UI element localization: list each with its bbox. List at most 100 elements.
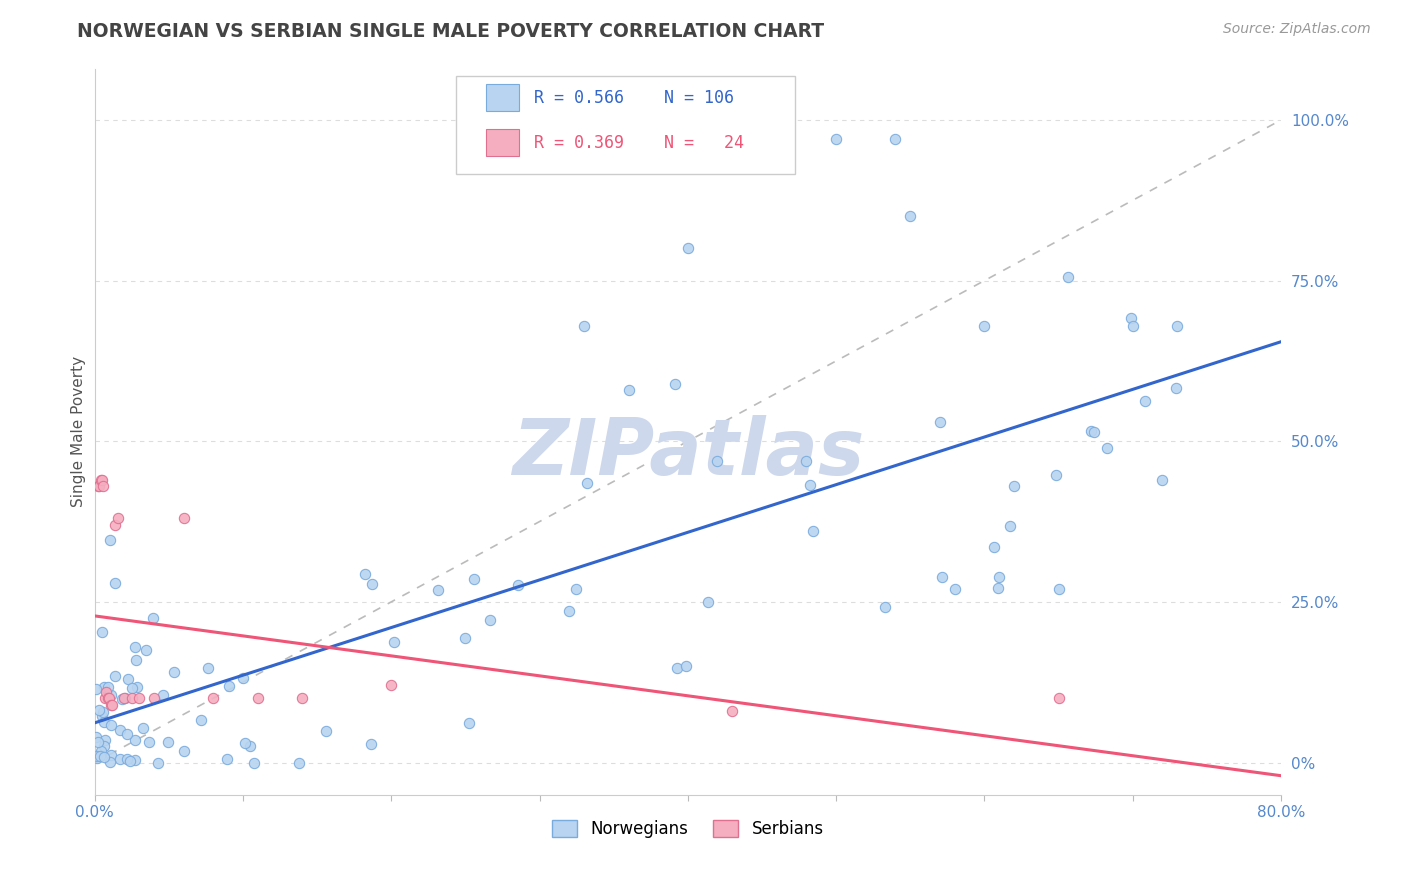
Point <box>875 600 897 615</box>
Point <box>197 661 219 675</box>
Point <box>94 732 117 747</box>
Point <box>943 582 966 596</box>
Point <box>801 524 824 538</box>
Point <box>572 318 595 333</box>
Point <box>983 540 1005 554</box>
Point <box>463 572 485 586</box>
Point <box>233 736 256 750</box>
Point <box>1095 442 1118 456</box>
Point <box>426 582 449 597</box>
Point <box>142 611 165 625</box>
Point <box>108 751 131 765</box>
Point <box>124 753 146 767</box>
Point <box>117 673 139 687</box>
Point <box>93 479 115 493</box>
Point <box>97 691 120 706</box>
Point <box>1166 381 1188 395</box>
Point <box>152 689 174 703</box>
Point <box>89 473 111 487</box>
Point <box>86 479 108 493</box>
Point <box>84 681 107 696</box>
Point <box>1080 424 1102 438</box>
Point <box>666 661 689 675</box>
Point <box>100 747 122 762</box>
Point <box>1047 582 1070 596</box>
FancyBboxPatch shape <box>486 129 519 156</box>
Point <box>111 692 134 706</box>
FancyBboxPatch shape <box>486 84 519 111</box>
Point <box>104 576 127 591</box>
Point <box>987 582 1010 596</box>
Point <box>202 691 225 706</box>
Point <box>232 671 254 685</box>
Point <box>697 595 720 609</box>
Point <box>121 681 143 695</box>
Point <box>190 713 212 727</box>
Point <box>115 727 138 741</box>
Point <box>91 706 114 720</box>
Point <box>998 518 1021 533</box>
Point <box>361 577 384 591</box>
Point <box>115 751 138 765</box>
Point <box>1119 310 1142 325</box>
Point <box>825 132 848 146</box>
Point <box>1152 473 1174 487</box>
Point <box>91 624 114 639</box>
Point <box>93 739 115 753</box>
Point <box>1045 467 1067 482</box>
Point <box>100 689 122 703</box>
Point <box>382 635 405 649</box>
Point <box>506 578 529 592</box>
Point <box>1122 318 1144 333</box>
Point <box>107 511 129 525</box>
Point <box>173 744 195 758</box>
Point <box>110 723 132 737</box>
Text: Source: ZipAtlas.com: Source: ZipAtlas.com <box>1223 22 1371 37</box>
Point <box>898 210 921 224</box>
Point <box>135 643 157 657</box>
Point <box>86 749 108 764</box>
Point <box>457 716 479 731</box>
Point <box>1083 425 1105 440</box>
Text: NORWEGIAN VS SERBIAN SINGLE MALE POVERTY CORRELATION CHART: NORWEGIAN VS SERBIAN SINGLE MALE POVERTY… <box>77 22 824 41</box>
Point <box>98 691 121 706</box>
Point <box>118 754 141 768</box>
Point <box>90 744 112 758</box>
Point <box>799 478 821 492</box>
Point <box>163 665 186 679</box>
Point <box>1166 318 1188 333</box>
Y-axis label: Single Male Poverty: Single Male Poverty <box>72 356 86 508</box>
Point <box>239 739 262 754</box>
Point <box>246 691 269 706</box>
Point <box>353 566 375 581</box>
Point <box>91 708 114 723</box>
Point <box>96 685 118 699</box>
Point <box>988 570 1011 584</box>
Point <box>142 691 165 706</box>
Point <box>173 511 195 525</box>
Point <box>380 678 402 692</box>
Point <box>664 377 686 392</box>
Text: ZIPatlas: ZIPatlas <box>512 416 863 491</box>
Point <box>125 680 148 694</box>
Point <box>243 756 266 770</box>
Point <box>138 735 160 749</box>
Point <box>478 613 501 627</box>
Point <box>929 415 952 429</box>
Point <box>121 691 143 706</box>
Point <box>94 691 117 706</box>
Text: R = 0.566    N = 106: R = 0.566 N = 106 <box>534 88 734 106</box>
Point <box>87 479 110 493</box>
Point <box>675 658 697 673</box>
Point <box>86 735 108 749</box>
Point <box>89 749 111 764</box>
Point <box>884 132 907 146</box>
Point <box>89 703 111 717</box>
Point <box>721 704 744 718</box>
Point <box>104 517 127 532</box>
Point <box>125 653 148 667</box>
Text: R = 0.369    N =   24: R = 0.369 N = 24 <box>534 134 744 152</box>
Point <box>148 756 170 770</box>
Point <box>93 715 115 730</box>
Point <box>114 691 136 706</box>
